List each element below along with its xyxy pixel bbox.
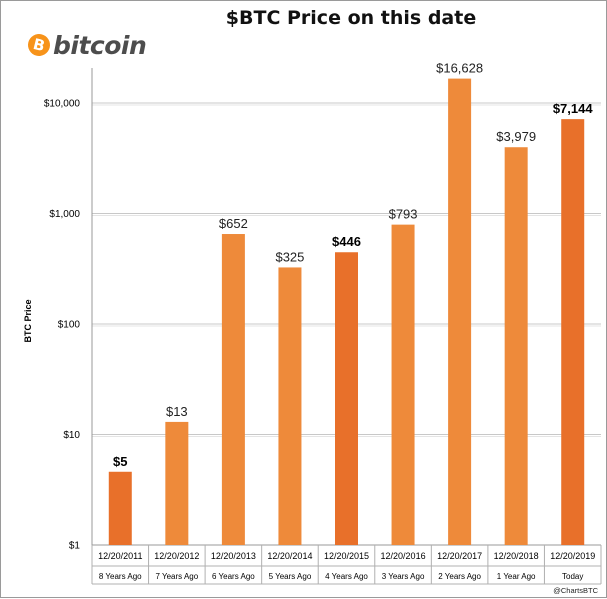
y-tick-label: $10 bbox=[63, 430, 80, 441]
data-label: $7,144 bbox=[553, 101, 594, 116]
x-tick-label-age: 3 Years Ago bbox=[382, 572, 425, 581]
y-tick-label: $10,000 bbox=[44, 99, 81, 110]
bar bbox=[108, 471, 132, 545]
x-tick-label-date: 12/20/2017 bbox=[437, 551, 482, 561]
bar bbox=[335, 252, 358, 545]
y-tick-label: $1,000 bbox=[49, 209, 80, 220]
bar bbox=[561, 119, 585, 546]
x-tick-label-date: 12/20/2018 bbox=[494, 551, 539, 561]
x-tick-label-age: 7 Years Ago bbox=[155, 572, 198, 581]
bar bbox=[391, 224, 415, 545]
data-label: $13 bbox=[166, 404, 188, 419]
bar bbox=[504, 147, 528, 545]
bar bbox=[165, 421, 189, 545]
bitcoin-logo: B bitcoin bbox=[25, 30, 147, 60]
x-tick-label-age: Today bbox=[562, 572, 583, 581]
x-tick-label-date: 12/20/2012 bbox=[154, 551, 199, 561]
data-label: $16,628 bbox=[436, 61, 483, 76]
x-tick-label-date: 12/20/2011 bbox=[98, 551, 142, 561]
credit-text: @ChartsBTC bbox=[553, 586, 598, 595]
x-tick-label-date: 12/20/2015 bbox=[324, 551, 369, 561]
data-label: $325 bbox=[275, 249, 304, 264]
x-tick-label-age: 5 Years Ago bbox=[269, 572, 312, 581]
chart-title: $BTC Price on this date bbox=[225, 7, 477, 29]
bar bbox=[221, 234, 245, 545]
x-tick-label-date: 12/20/2016 bbox=[381, 551, 426, 561]
x-tick-label-age: 6 Years Ago bbox=[212, 572, 255, 581]
y-tick-label: $100 bbox=[58, 320, 81, 331]
y-tick-label: $1 bbox=[69, 541, 81, 552]
x-tick-label-date: 12/20/2019 bbox=[550, 551, 595, 561]
data-label: $5 bbox=[113, 454, 127, 469]
data-label: $446 bbox=[332, 234, 361, 249]
x-tick-label-date: 12/20/2014 bbox=[267, 551, 312, 561]
data-label: $793 bbox=[389, 207, 418, 222]
x-tick-label-age: 1 Year Ago bbox=[497, 572, 536, 581]
x-tick-label-age: 2 Years Ago bbox=[438, 572, 481, 581]
data-label: $652 bbox=[219, 216, 248, 231]
x-tick-label-date: 12/20/2013 bbox=[211, 551, 256, 561]
x-tick-label-age: 4 Years Ago bbox=[325, 572, 368, 581]
bar bbox=[278, 267, 302, 545]
bitcoin-wordmark: bitcoin bbox=[53, 30, 147, 60]
bar bbox=[448, 78, 472, 546]
data-label: $3,979 bbox=[496, 129, 536, 144]
x-tick-label-age: 8 Years Ago bbox=[99, 572, 142, 581]
